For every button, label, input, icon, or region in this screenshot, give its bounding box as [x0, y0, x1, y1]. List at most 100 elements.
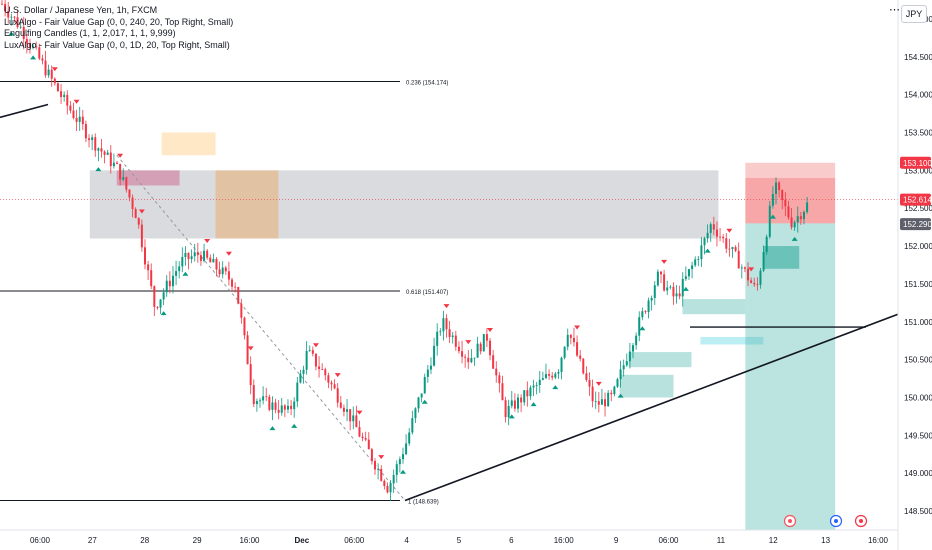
candle — [784, 192, 787, 217]
uptrend-line[interactable] — [404, 313, 899, 502]
bear-engulfing-marker — [51, 67, 58, 72]
candle — [517, 393, 520, 413]
supply-zone — [89, 170, 719, 239]
candle — [566, 328, 569, 351]
x-tick-label: 16:00 — [239, 536, 260, 545]
candle — [60, 84, 63, 104]
x-tick-label: 4 — [404, 536, 409, 545]
fvg-teal-dark — [763, 246, 800, 269]
time-axis[interactable]: 06:00 27 28 29 16:00 Dec 06:00 4 5 6 16:00 9 06:00 11… — [30, 536, 889, 545]
x-tick-label: 12 — [769, 536, 778, 545]
candle — [712, 216, 715, 236]
event-icons-layer[interactable] — [783, 514, 868, 528]
candle — [473, 357, 476, 366]
candle — [554, 371, 557, 380]
bull-engulfing-marker — [769, 214, 776, 219]
fib-labels-layer: 0.236 (154.174) 0.618 (151.407) 1 (148.639… — [406, 80, 448, 505]
bear-engulfing-marker — [748, 267, 755, 272]
candle — [604, 392, 607, 417]
candle — [523, 390, 526, 406]
candle — [401, 447, 404, 464]
fvg-orange-top — [161, 132, 216, 156]
indicator-fvg-1d[interactable]: LuxAlgo - Fair Value Gap (0, 0, 1D, 20, … — [4, 39, 230, 50]
dots-icon[interactable]: ⋯ — [889, 4, 900, 16]
candle — [548, 369, 551, 380]
candle — [53, 77, 56, 86]
candle — [697, 255, 700, 267]
candle — [613, 385, 616, 397]
candle — [243, 316, 246, 340]
candle — [280, 397, 283, 416]
us-flag-icon[interactable] — [829, 514, 843, 528]
candle — [563, 346, 566, 360]
candle — [398, 456, 401, 473]
candle — [237, 286, 240, 305]
candle — [355, 405, 358, 428]
candle — [339, 395, 342, 409]
bull-engulfing-marker — [8, 31, 15, 36]
bear-engulfing-marker — [204, 238, 211, 243]
target-zone — [745, 223, 836, 530]
candle — [806, 196, 809, 214]
x-tick-label: 29 — [193, 536, 202, 545]
x-tick-label: 16:00 — [868, 536, 889, 545]
candle — [728, 238, 731, 257]
markers-layer — [8, 31, 798, 474]
candle — [408, 428, 411, 446]
fib-level-label: 0.236 (154.174) — [406, 80, 448, 86]
candle — [386, 482, 389, 494]
candle — [19, 21, 22, 29]
candle — [25, 34, 28, 54]
candle — [597, 391, 600, 413]
candle — [122, 168, 125, 182]
candle — [582, 358, 585, 375]
record-icon[interactable] — [854, 514, 868, 528]
candle — [532, 379, 535, 397]
candle — [747, 262, 750, 287]
candle — [109, 145, 112, 174]
indicator-engulfing[interactable]: Engulfing Candles (1, 1, 2,017, 1, 1, 9,… — [4, 28, 176, 38]
candle — [153, 285, 156, 317]
candle — [457, 341, 460, 354]
fvg-teal-2 — [619, 374, 674, 398]
candle — [781, 189, 784, 210]
candle — [572, 327, 575, 347]
candle — [302, 365, 305, 384]
candle — [489, 337, 492, 361]
candle — [84, 120, 87, 143]
candle — [765, 234, 768, 255]
candle — [28, 38, 31, 54]
y-tick-label: 150.000 — [904, 394, 932, 403]
bull-engulfing-marker — [704, 248, 711, 253]
candle — [544, 363, 547, 380]
candle — [703, 236, 706, 255]
currency-button[interactable]: JPY — [901, 5, 927, 23]
candle — [495, 361, 498, 383]
candle — [650, 295, 653, 311]
bull-engulfing-marker — [508, 414, 515, 419]
fvg-orange-mid — [215, 170, 279, 239]
candle — [255, 398, 258, 412]
candle — [535, 381, 538, 395]
fib-trend-line[interactable] — [116, 154, 406, 501]
y-tick-label: 149.500 — [904, 431, 932, 440]
candle — [252, 379, 255, 408]
candle — [318, 356, 321, 378]
candle — [143, 239, 146, 270]
candle — [97, 147, 100, 162]
lightning-icon[interactable] — [783, 514, 797, 528]
y-tick-label: 151.000 — [904, 318, 932, 327]
bull-engulfing-marker — [291, 423, 298, 428]
candle — [383, 479, 386, 490]
downtrend-line[interactable] — [0, 103, 49, 119]
x-tick-label: 5 — [457, 536, 462, 545]
chart-title[interactable]: U.S. Dollar / Japanese Yen, 1h, FXCM — [4, 5, 158, 15]
x-tick-label: 13 — [821, 536, 830, 545]
candle — [346, 398, 349, 422]
candle — [299, 369, 302, 384]
candle — [190, 249, 193, 264]
candle — [112, 153, 115, 169]
indicator-fvg-240[interactable]: LuxAlgo - Fair Value Gap (0, 0, 240, 20,… — [4, 16, 234, 27]
candle — [271, 396, 274, 421]
